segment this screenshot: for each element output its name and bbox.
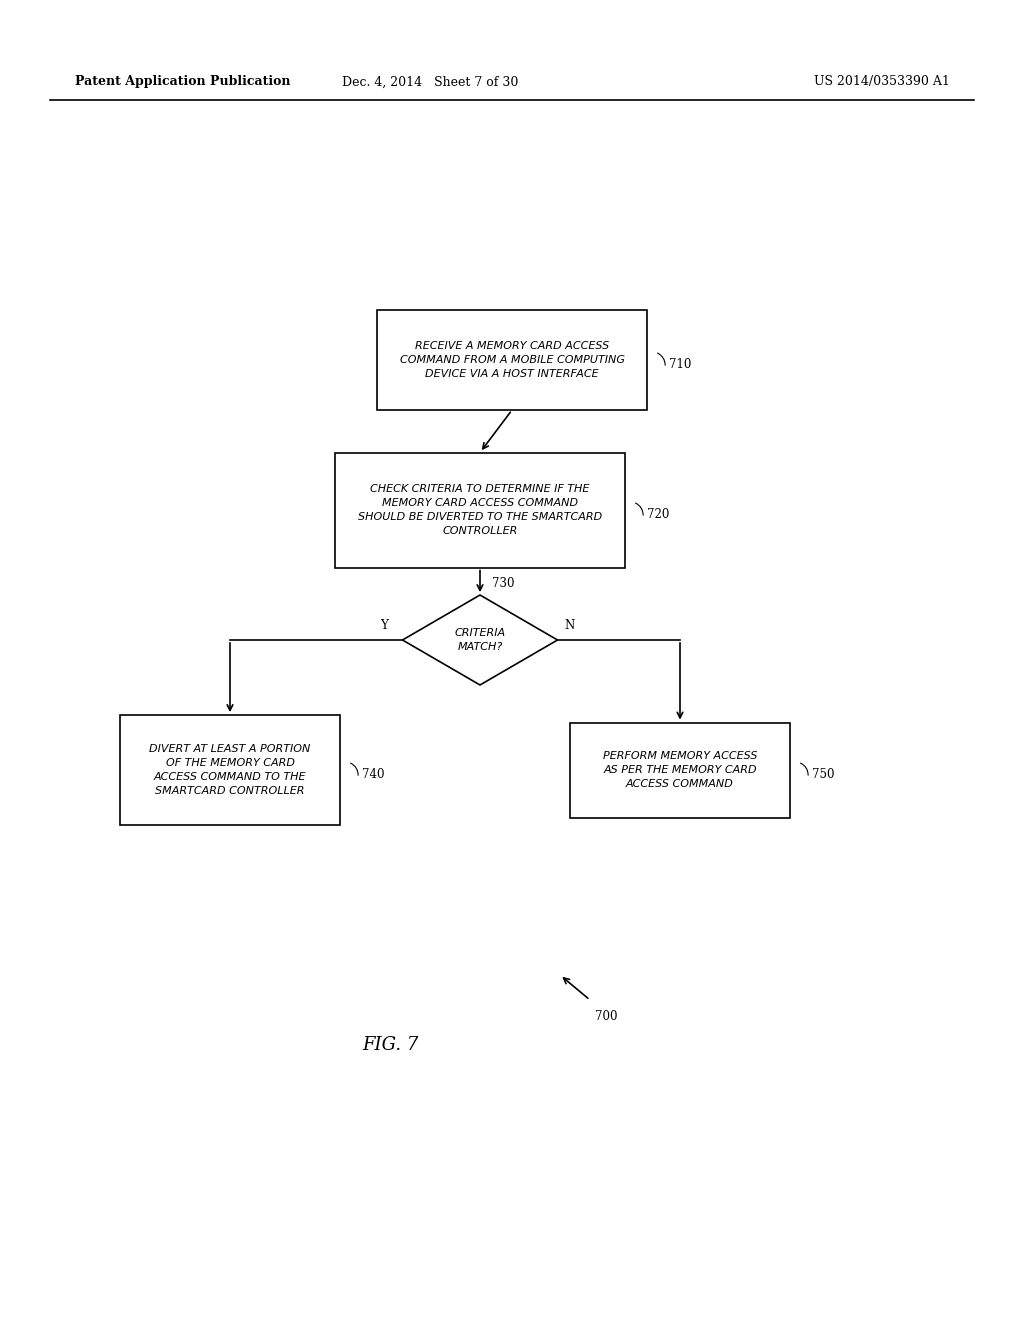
Text: Dec. 4, 2014   Sheet 7 of 30: Dec. 4, 2014 Sheet 7 of 30 — [342, 75, 518, 88]
Text: US 2014/0353390 A1: US 2014/0353390 A1 — [814, 75, 950, 88]
FancyBboxPatch shape — [570, 722, 790, 817]
Text: RECEIVE A MEMORY CARD ACCESS
COMMAND FROM A MOBILE COMPUTING
DEVICE VIA A HOST I: RECEIVE A MEMORY CARD ACCESS COMMAND FRO… — [399, 341, 625, 379]
Text: Patent Application Publication: Patent Application Publication — [75, 75, 291, 88]
Text: 700: 700 — [595, 1010, 617, 1023]
Text: CHECK CRITERIA TO DETERMINE IF THE
MEMORY CARD ACCESS COMMAND
SHOULD BE DIVERTED: CHECK CRITERIA TO DETERMINE IF THE MEMOR… — [357, 484, 602, 536]
FancyBboxPatch shape — [377, 310, 647, 411]
FancyBboxPatch shape — [335, 453, 625, 568]
Text: N: N — [564, 619, 574, 632]
Text: CRITERIA
MATCH?: CRITERIA MATCH? — [455, 628, 506, 652]
Text: 720: 720 — [647, 508, 670, 521]
Polygon shape — [402, 595, 557, 685]
FancyBboxPatch shape — [120, 715, 340, 825]
Text: 740: 740 — [362, 768, 384, 781]
Text: DIVERT AT LEAST A PORTION
OF THE MEMORY CARD
ACCESS COMMAND TO THE
SMARTCARD CON: DIVERT AT LEAST A PORTION OF THE MEMORY … — [150, 744, 310, 796]
Text: 730: 730 — [492, 577, 514, 590]
Text: PERFORM MEMORY ACCESS
AS PER THE MEMORY CARD
ACCESS COMMAND: PERFORM MEMORY ACCESS AS PER THE MEMORY … — [603, 751, 758, 789]
Text: FIG. 7: FIG. 7 — [361, 1036, 418, 1053]
Text: Y: Y — [381, 619, 388, 632]
Text: 750: 750 — [812, 768, 835, 781]
Text: 710: 710 — [669, 359, 691, 371]
